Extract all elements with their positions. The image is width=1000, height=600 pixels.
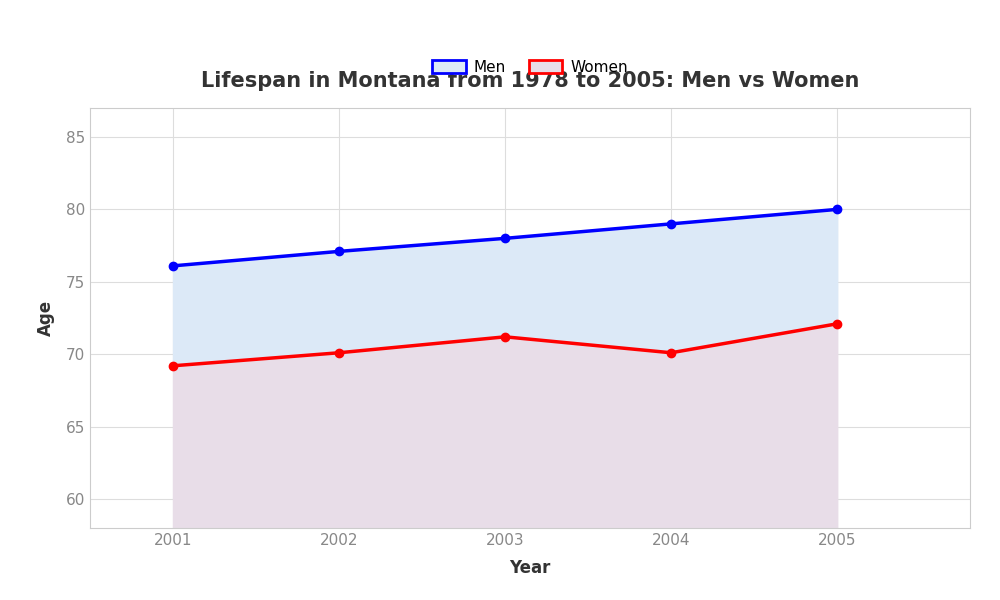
Legend: Men, Women: Men, Women bbox=[426, 53, 634, 80]
Y-axis label: Age: Age bbox=[37, 300, 55, 336]
X-axis label: Year: Year bbox=[509, 559, 551, 577]
Title: Lifespan in Montana from 1978 to 2005: Men vs Women: Lifespan in Montana from 1978 to 2005: M… bbox=[201, 71, 859, 91]
